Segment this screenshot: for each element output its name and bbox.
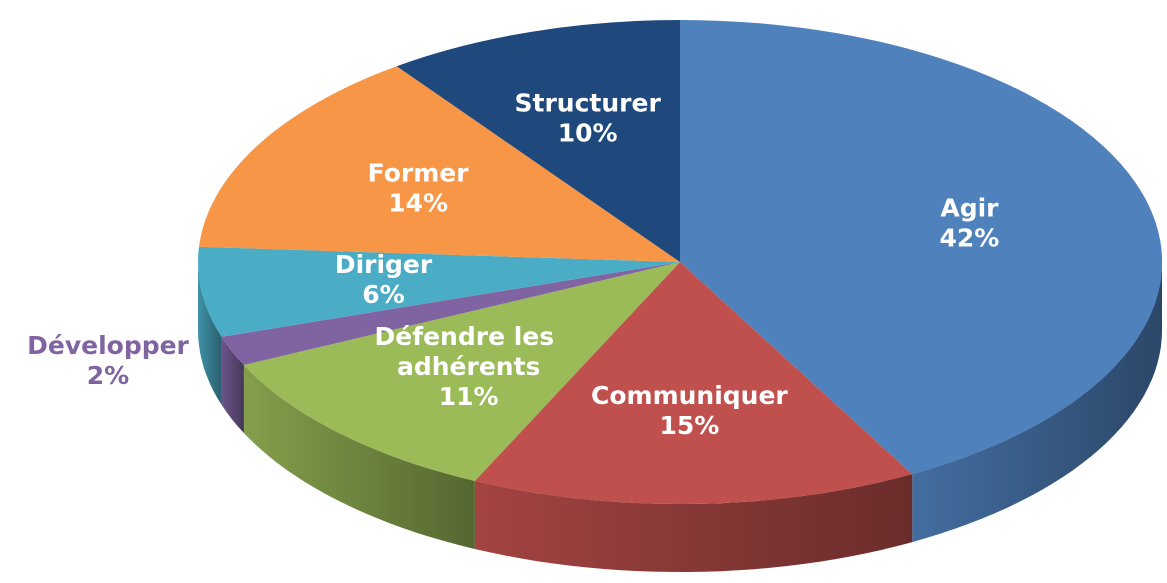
pie-slice (474, 262, 913, 505)
value-label: 6% (362, 280, 404, 309)
category-label: Agir (940, 194, 999, 223)
category-label: Diriger (335, 250, 433, 279)
value-label: 14% (388, 189, 448, 218)
value-label: 2% (87, 361, 129, 390)
pie-slice (221, 262, 680, 365)
value-label: 42% (940, 224, 1000, 253)
value-label: 15% (659, 411, 719, 440)
category-label: Former (368, 159, 470, 188)
pie-slice (680, 19, 1163, 475)
value-label: 10% (558, 118, 618, 147)
category-label: Communiquer (591, 381, 788, 410)
category-label: Développer (27, 331, 189, 360)
pie-slice (198, 246, 681, 337)
category-label: Structurer (515, 88, 662, 117)
pie-slice (396, 20, 680, 262)
pie-side-shade (243, 365, 475, 549)
pie-slice (199, 66, 680, 262)
pie-side-shade (912, 262, 1162, 543)
pie-side-shade (474, 474, 913, 572)
pie-slice (243, 262, 680, 481)
pie-side-shade (198, 262, 222, 405)
value-label: 11% (439, 382, 499, 411)
pie-side-shade (221, 336, 244, 433)
category-label: Défendre les adhérents (375, 322, 563, 381)
